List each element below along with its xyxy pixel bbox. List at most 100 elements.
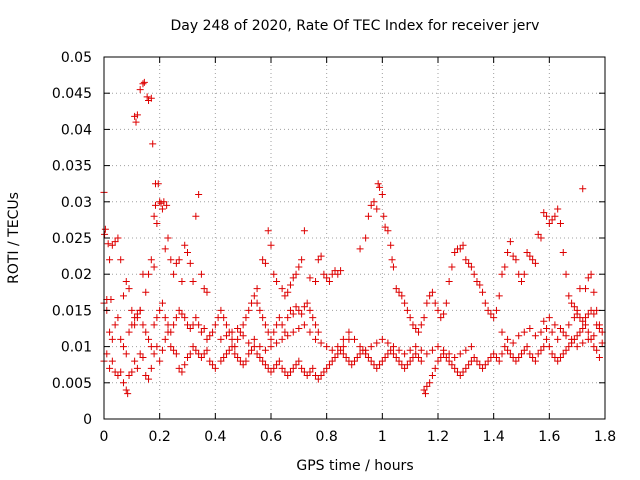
data-point	[273, 277, 281, 285]
data-point	[467, 263, 475, 271]
data-point	[114, 314, 122, 322]
data-point	[250, 292, 258, 300]
data-point	[417, 321, 425, 329]
data-point	[467, 343, 475, 351]
data-point	[559, 248, 567, 256]
data-point	[495, 292, 503, 300]
data-point	[412, 325, 420, 332]
data-point	[551, 321, 559, 329]
data-point	[197, 270, 205, 278]
data-point	[434, 343, 442, 351]
data-point	[328, 346, 336, 354]
data-point	[323, 274, 331, 282]
data-point	[256, 306, 264, 314]
data-point	[124, 390, 132, 398]
y-tick-label: 0.005	[52, 376, 92, 392]
data-point	[239, 321, 247, 329]
data-point	[593, 346, 601, 354]
data-point	[582, 285, 590, 293]
data-point	[526, 252, 534, 260]
data-point	[156, 306, 164, 314]
data-point	[428, 372, 436, 380]
data-point	[506, 350, 514, 358]
data-point	[220, 314, 228, 322]
data-point	[267, 335, 275, 343]
data-point	[540, 209, 548, 217]
data-point	[275, 314, 283, 322]
data-point	[178, 310, 186, 318]
data-point	[526, 325, 534, 332]
data-point	[401, 299, 409, 307]
data-point	[378, 357, 386, 365]
data-point	[328, 357, 336, 365]
y-tick-label: 0.025	[52, 231, 92, 247]
data-point	[160, 198, 168, 206]
data-point	[445, 277, 453, 285]
data-point	[392, 353, 400, 361]
data-point	[259, 357, 267, 365]
data-point	[245, 350, 253, 358]
data-point	[192, 346, 200, 354]
data-point	[556, 220, 564, 228]
data-point	[364, 212, 372, 220]
data-point	[270, 328, 278, 336]
data-point	[147, 343, 155, 351]
data-point	[387, 241, 395, 249]
y-tick-label: 0	[83, 412, 92, 428]
data-point	[543, 325, 551, 332]
data-point	[175, 364, 183, 372]
data-point	[131, 314, 139, 322]
data-point	[576, 328, 584, 336]
data-point	[395, 288, 403, 296]
data-point	[242, 314, 250, 322]
data-point	[143, 93, 151, 101]
data-point	[197, 328, 205, 336]
data-point	[473, 277, 481, 285]
data-point	[239, 332, 247, 340]
data-point	[339, 335, 347, 343]
y-tick-label: 0.015	[52, 303, 92, 319]
data-point	[256, 343, 264, 351]
data-point	[106, 256, 114, 264]
data-point	[306, 274, 314, 282]
data-point	[167, 343, 175, 351]
data-point	[225, 346, 233, 354]
data-point	[200, 325, 208, 332]
data-point	[236, 328, 244, 336]
data-point	[197, 353, 205, 361]
data-point	[149, 140, 157, 148]
data-point	[253, 285, 261, 293]
data-point	[479, 288, 487, 296]
data-point	[529, 353, 537, 361]
data-point	[442, 299, 450, 307]
x-tick-label: 0.8	[316, 429, 338, 445]
data-point	[151, 201, 159, 209]
data-point	[579, 185, 587, 193]
data-point	[337, 346, 345, 354]
data-point	[203, 335, 211, 343]
data-point	[587, 270, 595, 278]
data-point	[314, 328, 322, 336]
data-point	[167, 256, 175, 264]
data-point	[170, 346, 178, 354]
y-tick-label: 0.035	[52, 159, 92, 175]
data-point	[189, 277, 197, 285]
data-point	[133, 111, 141, 119]
data-points	[100, 78, 606, 398]
data-point	[465, 361, 473, 369]
data-point	[345, 328, 353, 336]
data-point	[498, 270, 506, 278]
data-point	[217, 357, 225, 365]
x-tick-label: 0	[100, 429, 109, 445]
x-tick-label: 1.8	[594, 429, 616, 445]
data-point	[250, 335, 258, 343]
data-point	[420, 314, 428, 322]
data-point	[312, 277, 320, 285]
data-point	[504, 346, 512, 354]
data-point	[298, 256, 306, 264]
data-point	[153, 220, 161, 228]
data-point	[490, 314, 498, 322]
data-point	[389, 343, 397, 351]
data-point	[147, 256, 155, 264]
data-point	[403, 361, 411, 369]
